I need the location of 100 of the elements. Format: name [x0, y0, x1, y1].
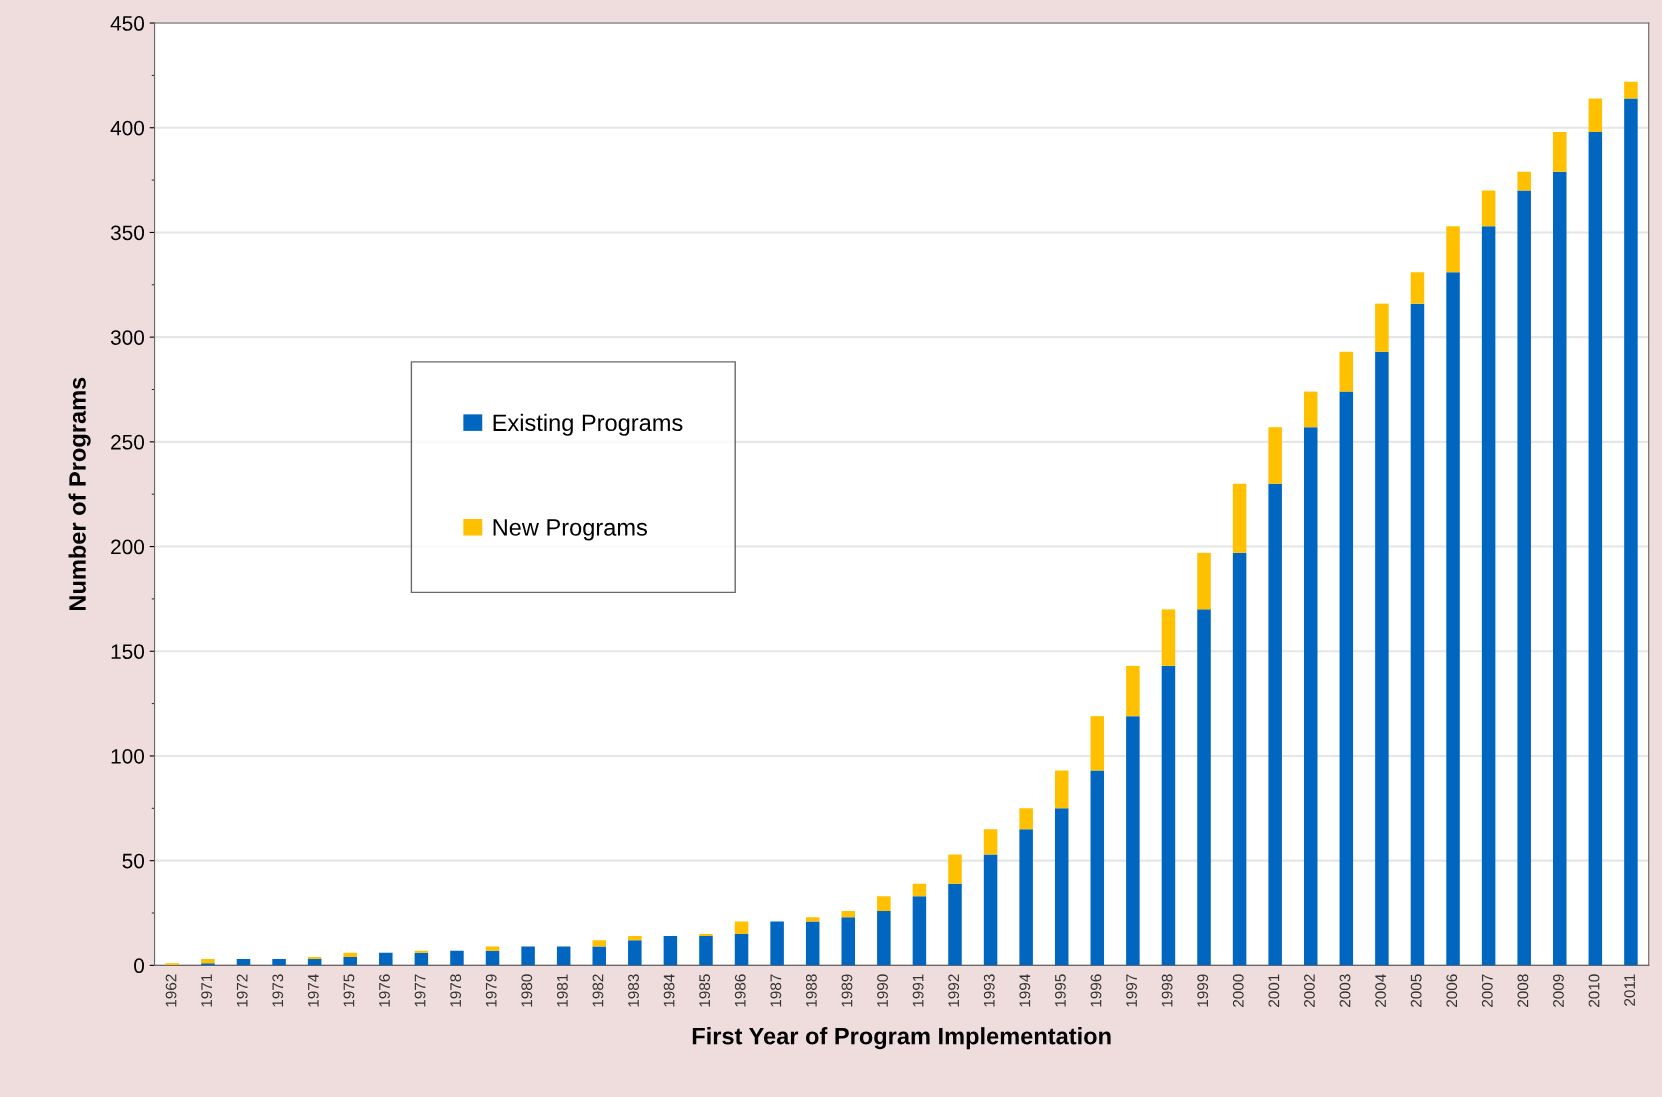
bar — [699, 936, 713, 966]
x-tick-label: 1976 — [379, 974, 390, 1007]
x-tick-label: 1962 — [165, 974, 177, 1007]
bar — [841, 917, 856, 966]
bar — [1481, 226, 1496, 966]
x-tick-label: 1972 — [236, 974, 248, 1007]
bar — [1268, 427, 1282, 484]
bar — [1303, 427, 1318, 966]
bar — [414, 950, 429, 953]
bar — [1161, 665, 1176, 966]
x-tick-label: 1982 — [592, 974, 604, 1007]
legend-label: Existing Programs — [493, 413, 683, 436]
bar — [1410, 303, 1425, 966]
x-tick-label: 1980 — [521, 974, 533, 1007]
bar — [1090, 770, 1105, 966]
bar — [1410, 272, 1425, 304]
bar — [485, 950, 500, 966]
x-tick-label: 1986 — [734, 974, 746, 1007]
x-tick-label: 1998 — [1161, 974, 1173, 1007]
bar — [343, 956, 357, 966]
bar — [1303, 391, 1318, 428]
bar — [1553, 171, 1567, 966]
x-tick-label: 1997 — [1126, 974, 1137, 1007]
x-tick-label: 2007 — [1481, 974, 1493, 1007]
bar — [1375, 303, 1389, 352]
y-tick-label: 100 — [111, 748, 145, 764]
x-tick-label: 1981 — [556, 974, 568, 1007]
bar — [1197, 609, 1211, 966]
bar — [1126, 665, 1140, 717]
bar — [165, 963, 180, 966]
x-tick-label: 2000 — [1232, 974, 1244, 1007]
bar — [841, 910, 856, 918]
x-tick-label: 1994 — [1019, 974, 1031, 1007]
bar — [877, 896, 891, 911]
bar — [805, 921, 820, 966]
bar — [1161, 609, 1176, 666]
x-tick-label: 2010 — [1588, 974, 1600, 1007]
bar — [1588, 131, 1603, 966]
x-tick-label: 2008 — [1517, 974, 1529, 1007]
bar — [699, 933, 713, 937]
x-tick-label: 2011 — [1624, 974, 1636, 1006]
x-tick-label: 1999 — [1197, 974, 1209, 1007]
x-tick-label: 1984 — [663, 974, 675, 1007]
bar — [877, 910, 891, 966]
x-tick-label: 1996 — [1090, 974, 1102, 1007]
bar — [307, 959, 322, 966]
bar — [1624, 81, 1638, 99]
x-tick-label: 1985 — [699, 974, 711, 1007]
y-tick-label: 400 — [110, 120, 145, 136]
bar — [770, 921, 784, 966]
bar — [1624, 98, 1638, 966]
x-tick-label: 1993 — [983, 974, 995, 1007]
bar — [1339, 351, 1354, 392]
bar — [1553, 131, 1567, 172]
bar — [201, 959, 215, 964]
x-tick-label: 1973 — [272, 974, 284, 1007]
y-tick-label: 250 — [111, 434, 145, 450]
y-tick-label: 450 — [110, 16, 145, 31]
x-tick-label: 1971 — [201, 974, 213, 1007]
bar — [379, 952, 393, 966]
bar — [1375, 351, 1389, 966]
bar — [948, 883, 962, 966]
x-tick-label: 2004 — [1375, 974, 1386, 1007]
bar — [734, 921, 749, 934]
x-tick-label: 1992 — [948, 974, 960, 1007]
bar — [1446, 272, 1460, 966]
y-tick-label: 350 — [110, 225, 145, 241]
bar — [556, 946, 571, 966]
bar — [1197, 552, 1211, 610]
x-tick-label: 1979 — [485, 974, 497, 1007]
bar — [485, 946, 500, 951]
x-tick-label: 1995 — [1055, 974, 1066, 1007]
bar — [912, 896, 927, 966]
bar — [805, 917, 820, 922]
bar — [450, 950, 464, 966]
bar — [628, 940, 642, 966]
x-tick-label: 1990 — [877, 974, 888, 1007]
bar — [592, 946, 607, 966]
bar — [521, 946, 535, 966]
x-tick-label: 2003 — [1339, 974, 1351, 1007]
bar — [236, 959, 251, 966]
x-tick-label: 2006 — [1446, 974, 1458, 1007]
bar — [1339, 391, 1354, 966]
bar — [1019, 829, 1033, 966]
bar — [1517, 171, 1531, 191]
x-axis-title: First Year of Program Implementation — [692, 1027, 1111, 1050]
bar — [948, 854, 962, 884]
y-tick-label: 50 — [122, 853, 145, 869]
bar — [1126, 716, 1140, 966]
x-tick-label: 1991 — [912, 974, 924, 1007]
bar — [734, 933, 749, 966]
bar — [983, 854, 998, 966]
bar — [628, 936, 642, 941]
x-tick-label: 1977 — [414, 974, 426, 1007]
bar — [1517, 190, 1531, 966]
bar — [272, 959, 286, 966]
bar — [1054, 808, 1069, 966]
x-tick-label: 1978 — [450, 974, 462, 1007]
x-tick-label: 1989 — [841, 974, 853, 1007]
y-tick-label: 0 — [134, 958, 145, 974]
